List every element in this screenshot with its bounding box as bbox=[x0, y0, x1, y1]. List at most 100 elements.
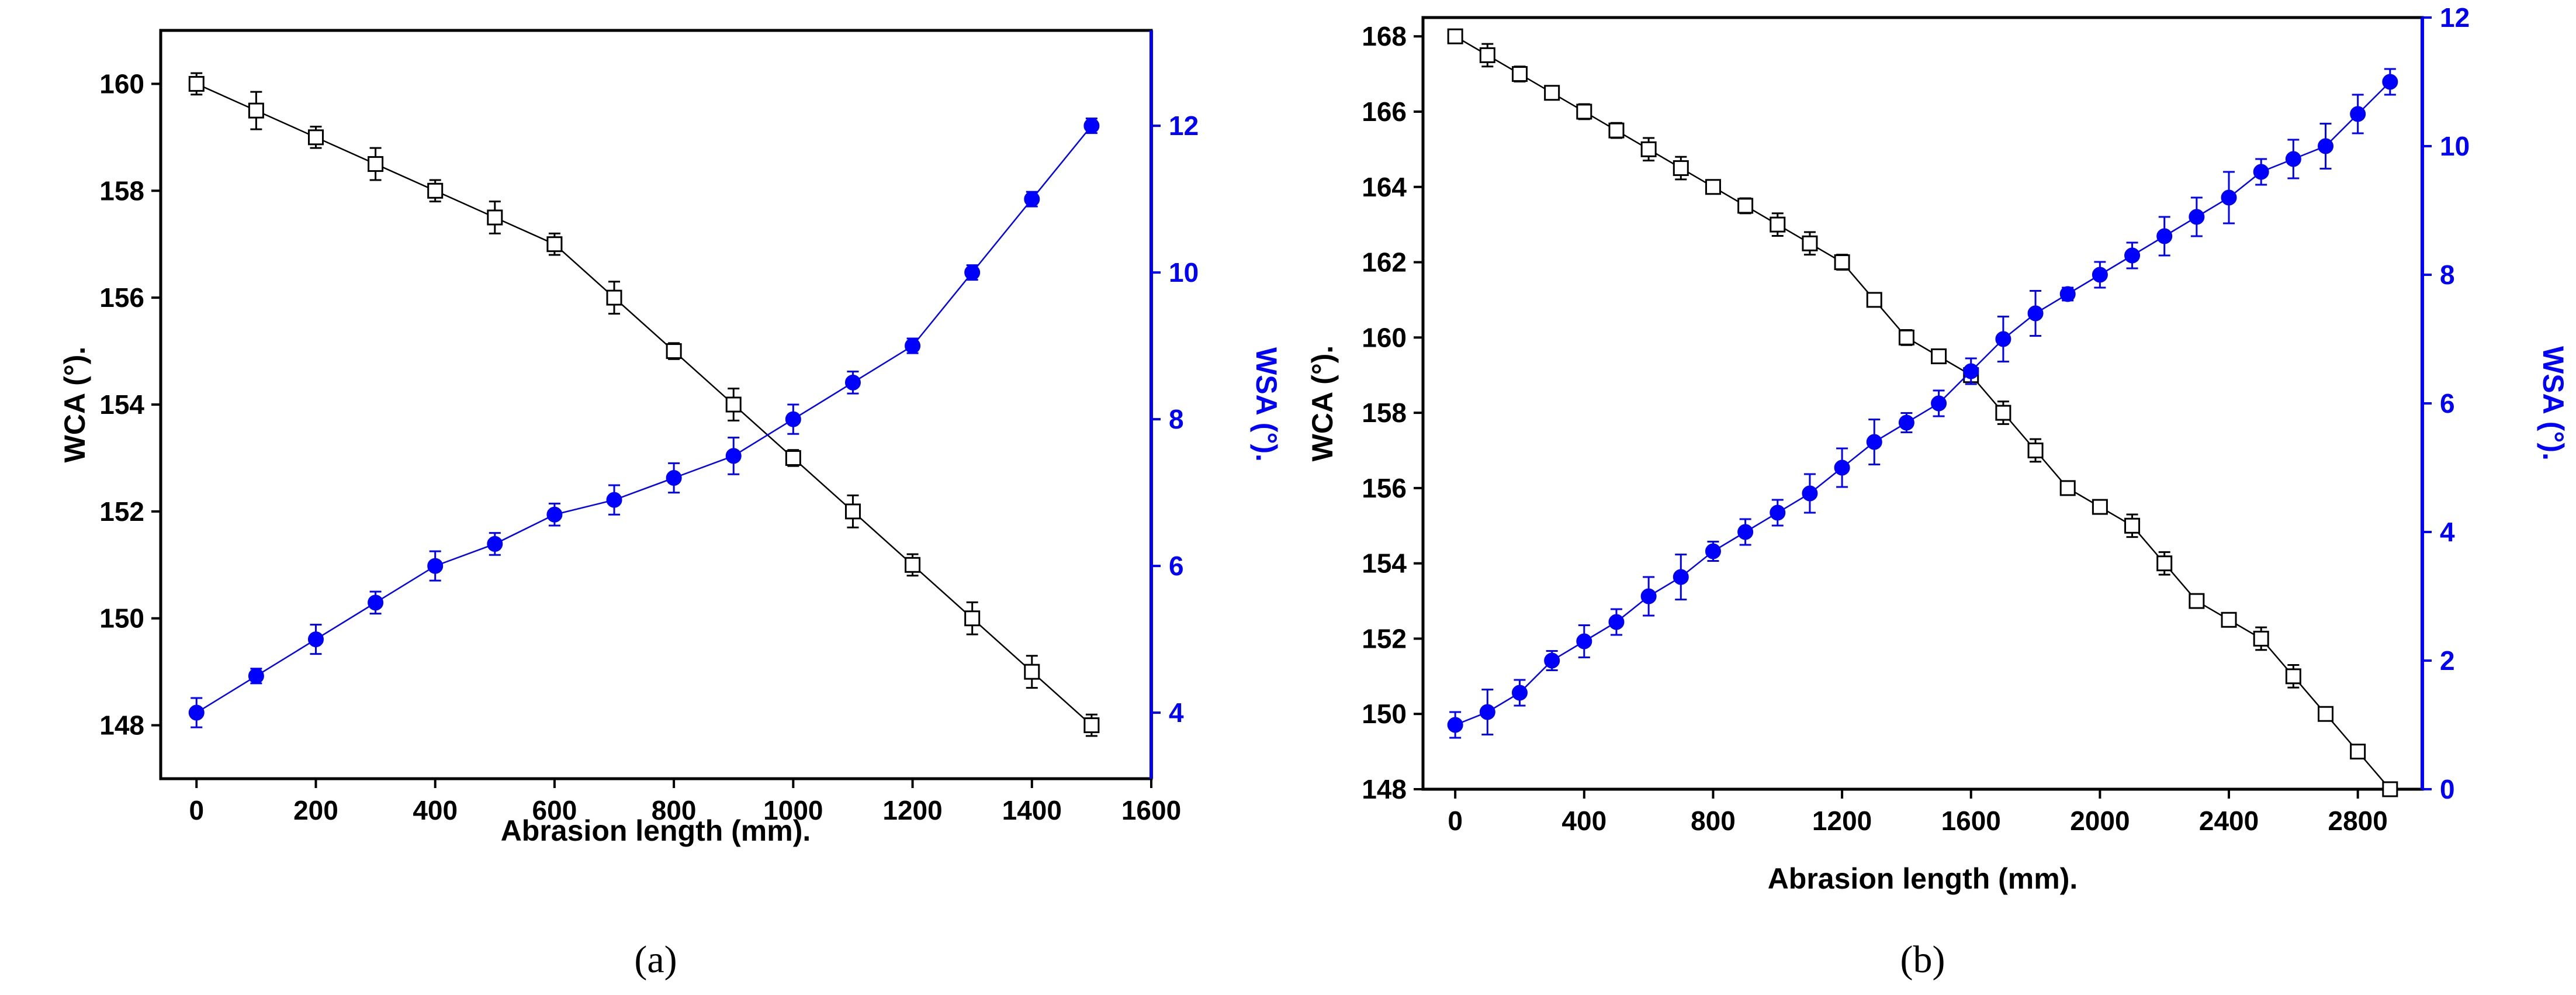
chart-b-wsa-point bbox=[2092, 267, 2108, 283]
chart-a-wca-point bbox=[188, 75, 205, 92]
chart-a-x-tick-label: 1600 bbox=[1121, 795, 1181, 825]
chart-b-wsa-point bbox=[1898, 414, 1914, 431]
chart-a-x-tick-label: 1000 bbox=[763, 795, 823, 825]
chart-b-wca-point bbox=[1640, 141, 1657, 157]
chart-b-x-tick-label: 400 bbox=[1561, 806, 1606, 836]
chart-a-x-tick-label: 400 bbox=[413, 795, 458, 825]
chart-a-wsa-point bbox=[1083, 118, 1100, 134]
chart-a-wca-point bbox=[546, 236, 563, 253]
chart-b-wca-point bbox=[2124, 517, 2141, 534]
chart-b-left-tick-label: 158 bbox=[1362, 398, 1407, 428]
chart-b-wca-point bbox=[2221, 611, 2237, 628]
chart-b-wsa-point bbox=[1931, 395, 1947, 412]
chart-a-right-tick-label: 6 bbox=[1169, 551, 1184, 581]
chart-b-right-tick-label: 0 bbox=[2440, 774, 2455, 804]
chart-a-wca-point bbox=[248, 102, 264, 119]
chart-b-left-tick-label: 164 bbox=[1362, 172, 1407, 202]
chart-a-x-tick-label: 800 bbox=[652, 795, 697, 825]
chart-b-left-tick-label: 156 bbox=[1362, 473, 1407, 503]
chart-b-wsa-point bbox=[1576, 633, 1592, 649]
chart-a-left-tick-label: 152 bbox=[99, 496, 144, 527]
chart-b-wca-point bbox=[2350, 744, 2366, 760]
chart-a-wca-point bbox=[427, 182, 444, 199]
chart-a-wsa-point bbox=[1024, 191, 1040, 208]
chart-a-wsa-point bbox=[368, 595, 384, 611]
chart-a-left-tick-label: 148 bbox=[99, 710, 144, 741]
chart-b-left-tick-label: 162 bbox=[1362, 247, 1407, 278]
chart-a-left-axis-label: WCA (°). bbox=[58, 347, 91, 463]
chart-b-wsa-point bbox=[1737, 524, 1754, 540]
chart-b-left-tick-label: 148 bbox=[1362, 774, 1407, 804]
chart-b-wsa-point bbox=[1673, 569, 1689, 585]
chart-b-wsa-point bbox=[2285, 151, 2301, 167]
chart-b-x-tick-label: 2400 bbox=[2199, 806, 2259, 836]
chart-a: 0 200 400 600 800 1000 1200 1400 1600 148 150 152 15… bbox=[58, 29, 1283, 981]
chart-a-left-tick-label: 158 bbox=[99, 175, 144, 206]
chart-b-plot-frame bbox=[1421, 16, 2424, 791]
chart-b-ticks: 0 400 800 1200 1600 2000 2400 28001481501521541… bbox=[1362, 2, 2470, 836]
chart-a-ticks: 0 200 400 600 800 1000 1200 1400 1600 148 150 152 15… bbox=[99, 68, 1199, 825]
chart-b-wsa-point bbox=[2350, 106, 2366, 122]
chart-b-left-axis-label: WCA (°). bbox=[1306, 346, 1339, 462]
chart-a-wca-point bbox=[725, 396, 742, 413]
chart-b-wca-point bbox=[1673, 160, 1689, 177]
chart-b-panel-label: (b) bbox=[1900, 938, 1945, 981]
chart-b-wsa-point bbox=[1447, 717, 1463, 733]
chart-a-wca-point bbox=[307, 129, 324, 146]
chart-a-right-tick-label: 8 bbox=[1169, 404, 1184, 434]
chart-a-x-tick-label: 600 bbox=[532, 795, 577, 825]
chart-b-wca-point bbox=[1511, 66, 1528, 82]
chart-a-left-tick-label: 156 bbox=[99, 282, 144, 313]
chart-b-wsa-point bbox=[1866, 434, 1882, 450]
chart-b-wca-point bbox=[1447, 28, 1463, 44]
chart-b-right-axis-label: WSA (°). bbox=[2537, 346, 2570, 461]
chart-a-wsa-point bbox=[546, 506, 563, 523]
chart-a-wca-point bbox=[785, 450, 801, 466]
chart-b-right-tick-label: 12 bbox=[2440, 2, 2470, 33]
chart-b-wsa-point bbox=[1511, 685, 1528, 701]
chart-a-wca-point bbox=[1024, 664, 1040, 680]
chart-b-wsa-point bbox=[1995, 331, 2011, 347]
chart-b-wsa-point bbox=[1640, 588, 1657, 604]
chart-a-wsa-point bbox=[427, 558, 444, 574]
chart-b-wsa-point bbox=[2027, 305, 2044, 322]
chart-a-wsa-point bbox=[964, 264, 981, 281]
chart-b-wsa-point bbox=[1544, 652, 1560, 669]
chart-a-panel-label: (a) bbox=[634, 938, 677, 981]
chart-b-wca-point bbox=[1802, 235, 1818, 251]
chart-b-right-tick-label: 8 bbox=[2440, 260, 2455, 290]
chart-b-wca-point bbox=[2382, 781, 2398, 797]
chart-b-wsa-point bbox=[1608, 614, 1625, 630]
chart-a-x-tick-label: 1200 bbox=[882, 795, 942, 825]
chart-b-wsa-point bbox=[1705, 543, 1721, 559]
chart-a-wca-line bbox=[196, 83, 1092, 726]
chart-a-right-axis-label: WSA (°). bbox=[1250, 347, 1283, 462]
chart-b-left-tick-label: 166 bbox=[1362, 96, 1407, 127]
chart-b-wsa-line bbox=[1455, 81, 2391, 726]
chart-a-series bbox=[188, 72, 1100, 737]
chart-a-wsa-point bbox=[844, 374, 861, 391]
chart-b-wca-point bbox=[1834, 254, 1850, 271]
chart-a-wca-point bbox=[1083, 717, 1100, 734]
chart-b-wsa-point bbox=[1802, 485, 1818, 502]
chart-b-left-tick-label: 168 bbox=[1362, 21, 1407, 51]
chart-b-left-tick-label: 150 bbox=[1362, 699, 1407, 729]
chart-a-wsa-point bbox=[725, 448, 742, 464]
chart-b-wsa-point bbox=[2124, 247, 2141, 264]
chart-b-wca-point bbox=[1705, 179, 1721, 195]
chart-a-right-tick-label: 10 bbox=[1169, 257, 1199, 288]
chart-a-wsa-point bbox=[666, 469, 682, 486]
chart-b-wca-point bbox=[1866, 292, 1882, 308]
chart-b-wca-point bbox=[1479, 47, 1495, 63]
chart-b-wsa-point bbox=[2382, 74, 2398, 90]
chart-a-wca-point bbox=[905, 557, 921, 573]
chart-a-x-tick-label: 200 bbox=[293, 795, 338, 825]
chart-b-right-tick-label: 2 bbox=[2440, 645, 2455, 676]
chart-a-wsa-point bbox=[248, 668, 264, 684]
chart-b-wca-point bbox=[1737, 198, 1754, 214]
chart-a-wca-point bbox=[606, 289, 622, 306]
chart-b-wca-point bbox=[2092, 499, 2108, 515]
chart-b-wsa-point bbox=[2189, 209, 2205, 225]
chart-b-wsa-point bbox=[2221, 189, 2237, 206]
chart-b-wca-point bbox=[1770, 216, 1786, 233]
